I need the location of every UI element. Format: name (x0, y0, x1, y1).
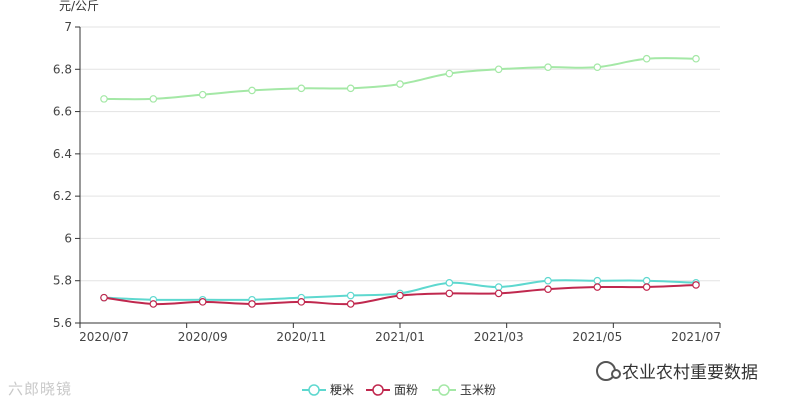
data-point (198, 298, 207, 306)
watermark-right-text: 农业农村重要数据 (622, 363, 758, 383)
y-axis-label: 元/公斤 (59, 0, 99, 13)
x-tick-labels: 2020/07 2020/09 2020/11 2021/01 2021/03 2021/… (79, 330, 721, 344)
legend-marker (438, 384, 450, 396)
data-point (346, 291, 355, 300)
legend-label: 面粉 (394, 383, 418, 397)
data-point (642, 54, 651, 63)
wechat-icon (596, 361, 621, 381)
y-tick-label: 6.8 (53, 62, 72, 76)
data-point (396, 80, 404, 88)
data-point (198, 90, 207, 99)
y-tick-label: 5.8 (53, 274, 72, 288)
x-tick-label: 2021/05 (572, 330, 622, 344)
data-point (494, 65, 503, 74)
legend-label: 玉米粉 (460, 383, 496, 397)
data-point (346, 84, 355, 93)
data-point (593, 276, 602, 285)
data-point (297, 84, 306, 93)
series-line (103, 57, 697, 101)
data-point (445, 69, 454, 78)
data-point (149, 300, 158, 308)
data-point (544, 276, 552, 285)
legend[interactable]: 粳米 面粉 玉米粉 (302, 383, 496, 397)
data-point (593, 63, 602, 71)
data-point (642, 276, 651, 285)
series-3 (100, 54, 700, 103)
x-tick-label: 2021/07 (671, 330, 721, 344)
watermark-left: 六郎晓镜 (8, 378, 72, 399)
legend-label: 粳米 (330, 383, 354, 397)
y-tick-label: 6.4 (53, 147, 72, 161)
y-tick-label: 6.2 (53, 189, 72, 203)
legend-item[interactable]: 面粉 (366, 383, 418, 397)
data-point (642, 283, 651, 291)
data-point (692, 54, 700, 63)
data-point (494, 283, 503, 291)
data-point (445, 289, 454, 298)
watermark-left-text: 六郎晓镜 (8, 380, 73, 398)
series-lines (100, 54, 700, 308)
y-tick-label: 7 (64, 20, 72, 34)
legend-item[interactable]: 粳米 (302, 383, 354, 397)
grid-lines (80, 26, 720, 282)
data-point (544, 285, 552, 293)
legend-marker (372, 384, 384, 396)
y-tick-label: 6 (64, 231, 72, 245)
watermark-right: 农业农村重要数据 (596, 358, 758, 383)
axes (75, 26, 721, 328)
x-tick-label: 2020/11 (276, 330, 326, 344)
data-point (494, 289, 503, 298)
series-2 (100, 281, 700, 308)
x-tick-label: 2021/03 (474, 330, 524, 344)
x-tick-label: 2020/07 (79, 330, 129, 344)
x-tick-label: 2021/01 (375, 330, 425, 344)
data-point (100, 293, 108, 302)
data-point (248, 300, 256, 308)
data-point (544, 63, 552, 71)
legend-item[interactable]: 玉米粉 (432, 383, 496, 397)
y-tick-label: 5.6 (53, 316, 72, 330)
data-point (346, 300, 355, 308)
data-point (248, 86, 256, 95)
y-tick-label: 6.6 (53, 105, 72, 119)
data-point (297, 298, 306, 306)
y-tick-labels: 5.6 5.8 6 6.2 6.4 6.6 6.8 7 (53, 20, 72, 330)
data-point (593, 283, 602, 291)
data-point (149, 95, 158, 103)
data-point (692, 281, 700, 289)
data-point (396, 291, 404, 300)
x-tick-label: 2020/09 (178, 330, 228, 344)
data-point (445, 279, 454, 287)
data-point (100, 95, 108, 103)
legend-marker (308, 384, 320, 396)
